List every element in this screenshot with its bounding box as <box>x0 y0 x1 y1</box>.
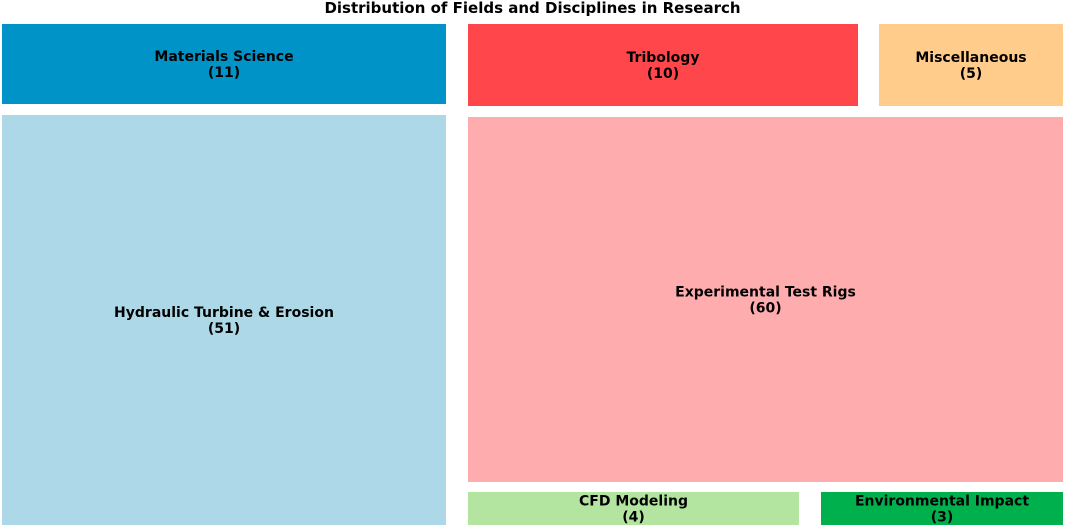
tile-label-environmental-impact: Environmental Impact <box>855 494 1029 510</box>
tile-label-materials-science: Materials Science <box>154 49 293 65</box>
tile-value-miscellaneous: (5) <box>960 66 983 82</box>
tile-value-environmental-impact: (3) <box>931 510 954 526</box>
tile-materials-science <box>2 24 446 104</box>
tile-value-materials-science: (11) <box>208 65 240 81</box>
tile-value-cfd-modeling: (4) <box>622 510 645 526</box>
tile-value-experimental-test-rigs: (60) <box>749 301 781 317</box>
tile-label-tribology: Tribology <box>627 50 700 66</box>
tile-label-cfd-modeling: CFD Modeling <box>579 494 688 510</box>
chart-title: Distribution of Fields and Disciplines i… <box>324 0 741 17</box>
tile-value-hydraulic-turbine-and-erosion: (51) <box>208 321 240 337</box>
tile-label-hydraulic-turbine-and-erosion: Hydraulic Turbine & Erosion <box>114 305 334 321</box>
tile-environmental-impact <box>821 492 1063 525</box>
tile-label-miscellaneous: Miscellaneous <box>915 50 1026 66</box>
tile-label-experimental-test-rigs: Experimental Test Rigs <box>675 285 856 301</box>
tile-tribology <box>468 24 858 106</box>
tile-value-tribology: (10) <box>647 66 679 82</box>
tile-miscellaneous <box>879 24 1063 106</box>
tile-hydraulic-turbine-and-erosion <box>2 115 446 525</box>
tile-cfd-modeling <box>468 492 799 525</box>
tile-experimental-test-rigs <box>468 117 1063 482</box>
